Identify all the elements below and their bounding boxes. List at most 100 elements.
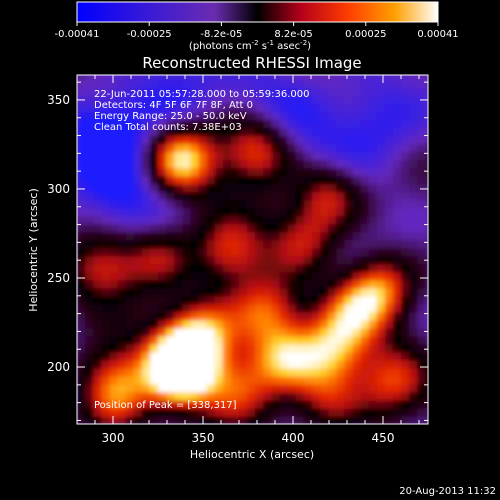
heatmap-cell	[271, 255, 281, 265]
heatmap-cell	[409, 327, 418, 337]
heatmap-cell	[133, 159, 143, 169]
y-tick-label: 250	[47, 271, 70, 285]
heatmap-cell	[182, 135, 191, 145]
heatmap-cell	[368, 319, 378, 329]
heatmap-cell	[141, 95, 151, 105]
heatmap-cell	[287, 327, 297, 337]
plot-frame	[76, 74, 429, 425]
heatmap-cell	[166, 183, 175, 193]
heatmap-cell	[141, 391, 151, 401]
heatmap-cell	[271, 335, 281, 345]
heatmap-cell	[425, 327, 428, 337]
heatmap-cell	[133, 359, 143, 369]
heatmap-cell	[271, 103, 281, 113]
heatmap-cell	[109, 231, 119, 241]
heatmap-cell	[320, 359, 329, 369]
heatmap-cell	[85, 159, 94, 169]
heatmap-cell	[109, 375, 119, 385]
heatmap-cell	[287, 279, 297, 289]
heatmap-cell	[101, 75, 110, 81]
heatmap-cell	[190, 111, 200, 121]
heatmap-cell	[214, 239, 224, 249]
heatmap-cell	[328, 207, 337, 217]
heatmap-cell	[198, 263, 208, 273]
heatmap-cell	[320, 143, 329, 153]
heatmap-cell	[409, 183, 418, 193]
heatmap-cell	[320, 239, 329, 249]
heatmap-cell	[336, 295, 345, 305]
heatmap-cell	[328, 143, 337, 153]
heatmap-cell	[158, 359, 167, 369]
heatmap-cell	[158, 167, 167, 177]
heatmap-cell	[158, 111, 167, 121]
heatmap-cell	[392, 119, 402, 129]
heatmap-cell	[206, 407, 216, 417]
heatmap-cell	[263, 143, 272, 153]
heatmap-cell	[376, 263, 386, 273]
heatmap-cell	[214, 207, 224, 217]
heatmap-cell	[336, 271, 345, 281]
heatmap-cell	[295, 199, 305, 209]
heatmap-cell	[101, 335, 110, 345]
heatmap-cell	[352, 279, 362, 289]
heatmap-cell	[417, 87, 426, 97]
heatmap-cell	[344, 271, 353, 281]
heatmap-cell	[409, 207, 418, 217]
heatmap-cell	[158, 383, 167, 393]
heatmap-cell	[117, 175, 127, 185]
heatmap-cell	[409, 191, 418, 201]
heatmap-cell	[239, 399, 248, 409]
heatmap-cell	[271, 343, 281, 353]
heatmap-cell	[271, 295, 281, 305]
heatmap-cell	[401, 383, 410, 393]
heatmap-cell	[328, 119, 337, 129]
heatmap-cell	[109, 311, 119, 321]
heatmap-cell	[352, 143, 362, 153]
heatmap-cell	[409, 391, 418, 401]
heatmap-cell	[352, 175, 362, 185]
heatmap-cell	[311, 111, 321, 121]
heatmap-cell	[198, 223, 208, 233]
heatmap-cell	[360, 103, 370, 113]
heatmap-cell	[133, 143, 143, 153]
heatmap-cell	[149, 415, 159, 424]
heatmap-cell	[101, 215, 110, 225]
heatmap-cell	[149, 351, 159, 361]
heatmap-cell	[279, 383, 289, 393]
heatmap-cell	[311, 319, 321, 329]
heatmap-cell	[109, 247, 119, 257]
heatmap-cell	[247, 383, 256, 393]
heatmap-cell	[117, 79, 127, 89]
heatmap-cell	[320, 175, 329, 185]
heatmap-cell	[425, 335, 428, 345]
heatmap-cell	[101, 143, 110, 153]
colorbar-ticks: -0.00041 -0.00025 -8.2e-05 8.2e-05 0.00025 0.…	[55, 22, 459, 40]
heatmap-cell	[255, 375, 264, 385]
heatmap-cell	[190, 359, 200, 369]
heatmap-cell	[328, 399, 337, 409]
heatmap-cell	[320, 335, 329, 345]
heatmap-cell	[295, 383, 305, 393]
heatmap-cell	[141, 255, 151, 265]
heatmap-cell	[149, 207, 159, 217]
heatmap-cell	[295, 407, 305, 417]
heatmap-cell	[328, 255, 337, 265]
heatmap-cell	[263, 335, 272, 345]
heatmap-cell	[214, 271, 224, 281]
heatmap-cell	[190, 367, 200, 377]
heatmap-cell	[93, 351, 102, 361]
heatmap-cell	[141, 223, 151, 233]
heatmap-cell	[109, 279, 119, 289]
heatmap-cell	[336, 311, 345, 321]
heatmap-cell	[409, 103, 418, 113]
heatmap-cell	[158, 199, 167, 209]
heatmap-cell	[401, 207, 410, 217]
heatmap-cell	[214, 295, 224, 305]
heatmap-cell	[125, 247, 135, 257]
heatmap-cell	[117, 223, 127, 233]
heatmap-cell	[392, 207, 402, 217]
heatmap-cell	[109, 399, 119, 409]
heatmap-cell	[384, 391, 394, 401]
heatmap-cell	[401, 255, 410, 265]
heatmap-cell	[376, 87, 386, 97]
